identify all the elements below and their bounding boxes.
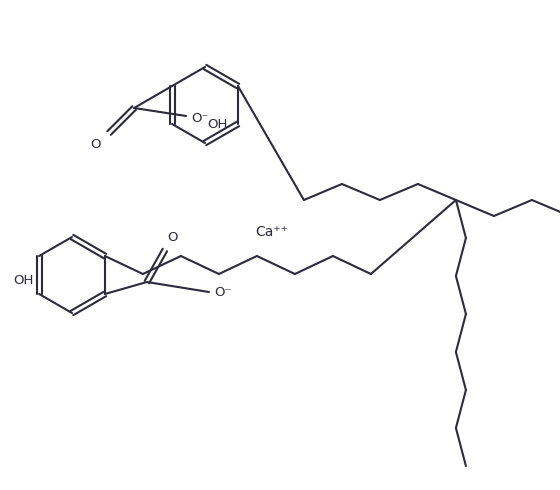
Text: OH: OH (207, 118, 227, 131)
Text: O⁻: O⁻ (214, 286, 231, 298)
Text: O⁻: O⁻ (191, 112, 208, 124)
Text: O: O (167, 231, 178, 244)
Text: OH: OH (13, 274, 34, 287)
Text: Ca⁺⁺: Ca⁺⁺ (255, 225, 288, 239)
Text: O: O (91, 138, 101, 151)
